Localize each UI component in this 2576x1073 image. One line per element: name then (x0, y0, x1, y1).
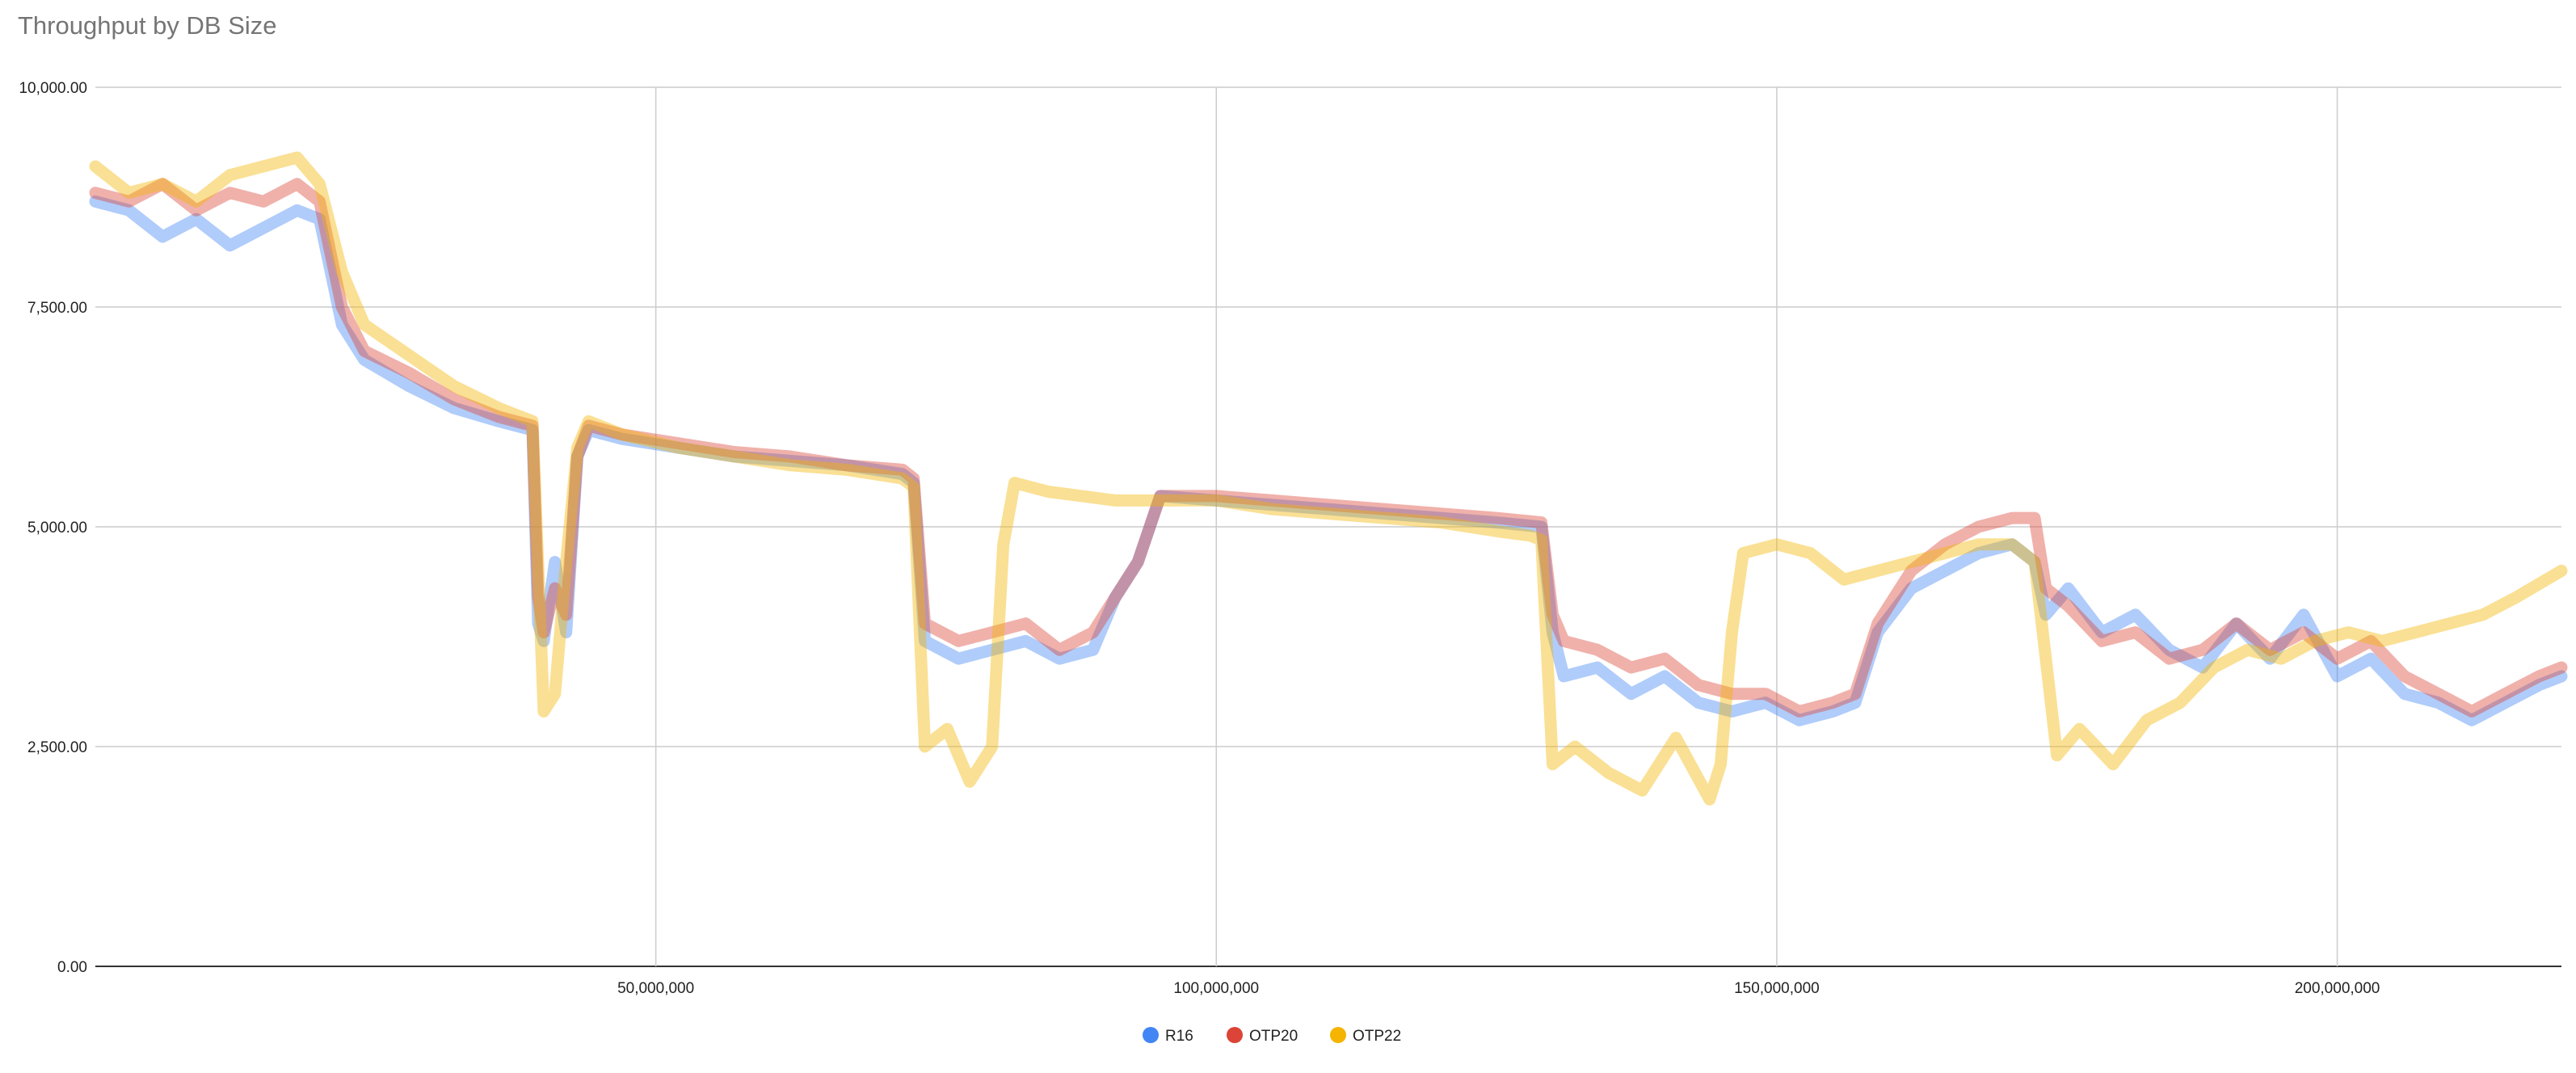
series-layer (89, 151, 2568, 806)
legend-label: R16 (1165, 1028, 1193, 1045)
legend-item-otp22[interactable]: OTP22 (1330, 1027, 1401, 1045)
legend-swatch (1330, 1027, 1346, 1043)
legend-item-r16[interactable]: R16 (1143, 1027, 1193, 1045)
legend-label: OTP22 (1353, 1028, 1401, 1045)
series-line-r16 (89, 195, 2568, 726)
y-tick-label: 2,500.00 (27, 739, 87, 756)
chart-title: Throughput by DB Size (18, 11, 277, 40)
y-tick-label: 0.00 (57, 959, 87, 976)
x-tick-label: 50,000,000 (617, 980, 694, 997)
axis-labels: 0.00 2,500.00 7,500.00 5,000.00 10,000.00 50,… (19, 80, 2380, 997)
y-tick-label: 5,000.00 (27, 520, 87, 536)
y-tick-label: 10,000.00 (19, 80, 87, 97)
grid-layer (95, 86, 2561, 967)
legend-swatch (1143, 1027, 1159, 1043)
y-tick-label: 7,500.00 (27, 300, 87, 317)
legend-item-otp20[interactable]: OTP20 (1227, 1027, 1298, 1045)
x-tick-label: 150,000,000 (1734, 980, 1820, 997)
legend: R16 OTP20 OTP22 (1143, 1027, 1401, 1045)
legend-label: OTP20 (1249, 1028, 1298, 1045)
series-line-otp22 (89, 151, 2568, 806)
x-tick-label: 100,000,000 (1173, 980, 1259, 997)
series-line-otp20 (89, 178, 2568, 717)
legend-swatch (1227, 1027, 1243, 1043)
x-tick-label: 200,000,000 (2295, 980, 2380, 997)
